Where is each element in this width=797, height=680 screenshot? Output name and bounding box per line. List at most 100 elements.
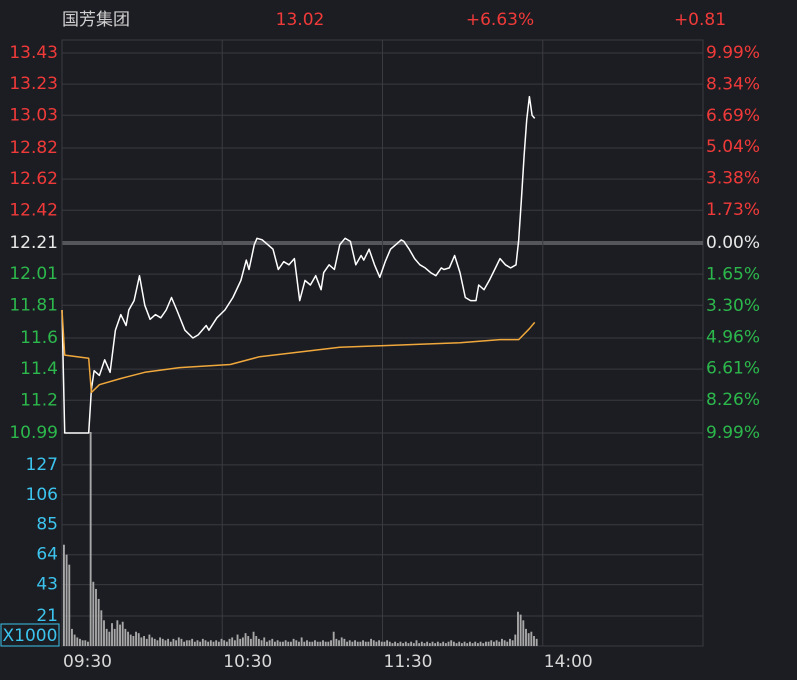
volume-bar (476, 643, 479, 646)
volume-bar (514, 634, 517, 646)
volume-bar (364, 641, 367, 646)
volume-bar (236, 634, 239, 646)
volume-bar (257, 638, 260, 646)
y2-tick-label: 8.26% (706, 390, 760, 410)
volume-bar (458, 641, 461, 646)
volume-bar (113, 628, 116, 646)
volume-bar (535, 638, 538, 646)
volume-tick-label: 106 (26, 485, 58, 505)
volume-bar (533, 636, 535, 646)
volume-bar (241, 637, 244, 646)
volume-bar (127, 631, 129, 646)
volume-bar (324, 641, 327, 646)
y2-tick-label: 1.73% (706, 200, 760, 220)
volume-bar (431, 641, 434, 646)
volume-bar (359, 641, 362, 646)
volume-bar (452, 641, 455, 646)
volume-bar (348, 640, 351, 646)
volume-bar (255, 636, 258, 646)
volume-bar (204, 640, 207, 646)
volume-bar (530, 631, 533, 646)
volume-bar (295, 640, 298, 646)
volume-bar (402, 643, 405, 646)
volume-bar (199, 641, 202, 646)
volume-bar (116, 620, 119, 646)
volume-bar (97, 598, 100, 646)
volume-bar (450, 640, 453, 646)
volume-bar (442, 641, 445, 646)
y-tick-label: 13.43 (9, 43, 58, 63)
volume-bar (375, 641, 378, 646)
volume-bar (466, 643, 469, 646)
unit-box (0, 623, 60, 647)
volume-bar (391, 643, 394, 646)
volume-bar (193, 641, 196, 646)
volume-bar (108, 631, 111, 646)
volume-bar (87, 641, 89, 646)
volume-bar (79, 638, 81, 646)
y2-tick-label: 9.99% (706, 423, 760, 443)
volume-bar (444, 643, 447, 646)
volume-bar (434, 643, 437, 646)
y2-tick-label: 1.65% (706, 264, 760, 284)
volume-bar (239, 638, 242, 646)
volume-bar (490, 640, 493, 646)
volume-bar (209, 640, 212, 646)
volume-bar (153, 638, 156, 646)
volume-bar (511, 640, 514, 646)
grid-layer (61, 39, 704, 647)
volume-bar (487, 641, 490, 646)
volume-bar (73, 634, 76, 646)
volume-bar (322, 640, 324, 646)
y-tick-label: 12.82 (9, 138, 58, 158)
change: +0.81 (674, 10, 726, 30)
volume-bar (372, 640, 375, 646)
volume-bar (493, 641, 495, 646)
volume-bar (300, 637, 303, 646)
volume-bar (346, 641, 348, 646)
volume-bar (404, 641, 407, 646)
x-tick-label: 09:30 (63, 652, 112, 672)
volume-bar (319, 641, 322, 646)
volume-bar (460, 643, 463, 646)
volume-bar (410, 641, 413, 646)
volume-bar (287, 641, 290, 646)
y2-tick-label: 9.99% (706, 43, 760, 63)
volume-bar (276, 640, 279, 646)
volume-bar (252, 631, 255, 646)
volume-bar (455, 643, 458, 646)
volume-bar (290, 641, 292, 646)
volume-bar (495, 640, 498, 646)
volume-bar (471, 643, 474, 646)
y-tick-label: 13.23 (9, 74, 58, 94)
volume-bar (354, 640, 356, 646)
volume-bar (148, 634, 151, 646)
volume-bar (420, 641, 423, 646)
volume-bar (447, 641, 450, 646)
volume-bar (233, 640, 236, 646)
volume-bar (399, 641, 402, 646)
volume-bar (247, 636, 250, 646)
y-tick-label: 12.01 (9, 264, 58, 284)
volume-bar (412, 643, 415, 646)
volume-bar (84, 640, 87, 646)
volume-bar (175, 640, 178, 646)
volume-bar (124, 628, 127, 646)
volume-bar (327, 641, 330, 646)
volume-bar (81, 640, 84, 646)
volume-bar (498, 641, 501, 646)
volume-bar (525, 628, 527, 646)
volume-bar (292, 638, 295, 646)
y-tick-label: 12.21 (9, 233, 58, 253)
volume-bar (332, 631, 335, 646)
volume-bar (169, 641, 172, 646)
y-tick-label: 11.81 (9, 295, 58, 315)
volume-bar (156, 640, 159, 646)
y2-tick-label: 6.69% (706, 106, 760, 126)
volume-bar (207, 641, 210, 646)
volume-bar (314, 640, 316, 646)
stock-name: 国芳集团 (62, 10, 130, 30)
volume-bar (249, 638, 252, 646)
volume-bar (279, 641, 282, 646)
volume-bar (383, 641, 386, 646)
